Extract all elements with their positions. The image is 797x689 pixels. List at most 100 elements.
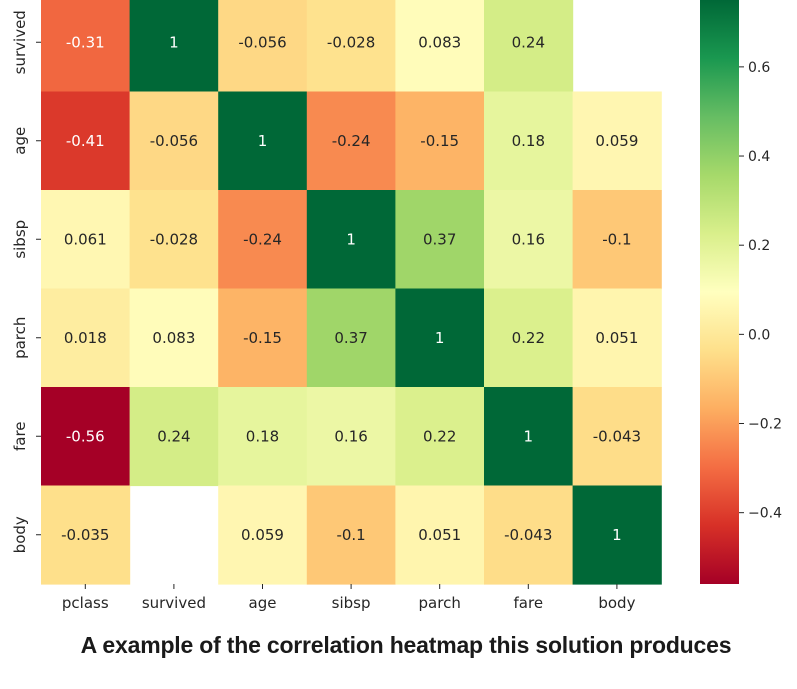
heatmap-cell (306, 0, 396, 93)
heatmap-cell (129, 387, 219, 487)
colorbar-tick-label: 0.4 (748, 149, 770, 165)
cell-value-label: -0.24 (332, 132, 371, 150)
heatmap-cell (572, 190, 662, 290)
heatmap-cell (129, 288, 219, 388)
heatmap-cell (41, 387, 131, 487)
y-axis: survived age sibsp parch fare body (11, 10, 41, 553)
heatmap-cell (218, 0, 308, 93)
cell-value-label: 1 (612, 526, 622, 544)
heatmap-cell (395, 190, 485, 290)
heatmap-cell (484, 91, 574, 191)
heatmap-cell (218, 190, 308, 290)
y-tick-label: parch (11, 317, 29, 359)
heatmap-cell (395, 387, 485, 487)
cell-value-label: 1 (169, 33, 179, 51)
cell-value-label: 1 (346, 230, 356, 248)
heatmap-cell (218, 91, 308, 191)
cell-value-label: -0.056 (238, 33, 286, 51)
heatmap-cell (41, 288, 131, 388)
cell-value-label: 0.083 (152, 329, 195, 347)
heatmap-cell (484, 190, 574, 290)
cell-value-label: 0.16 (512, 230, 545, 248)
heatmap-cell (572, 91, 662, 191)
cell-value-label: 0.051 (595, 329, 638, 347)
heatmap-cell (395, 485, 485, 585)
heatmap-cell (41, 91, 131, 191)
y-tick-label: sibsp (11, 220, 29, 259)
cell-value-label: -0.15 (420, 132, 459, 150)
heatmap-cell (218, 387, 308, 487)
cell-value-label: 0.22 (423, 427, 456, 445)
heatmap-cell (218, 485, 308, 585)
colorbar: 0.6 0.4 0.2 0.0 −0.2 −0.4 (700, 0, 782, 584)
cell-value-label: 0.24 (157, 427, 190, 445)
heatmap-cell (129, 91, 219, 191)
x-tick-label: body (598, 594, 635, 612)
heatmap-cell (41, 190, 131, 290)
colorbar-tick-label: −0.2 (748, 417, 782, 433)
cell-value-label: 0.059 (241, 526, 284, 544)
colorbar-gradient (700, 0, 739, 584)
cell-value-label: 0.16 (334, 427, 367, 445)
cell-value-label: -0.056 (150, 132, 198, 150)
heatmap-cell (129, 0, 219, 93)
colorbar-tick-label: 0.2 (748, 238, 770, 254)
heatmap-cell (484, 387, 574, 487)
y-tick-label: body (11, 516, 29, 553)
colorbar-tick-label: −0.4 (748, 506, 782, 522)
colorbar-tick-label: 0.6 (748, 60, 770, 76)
cell-value-label: 0.22 (512, 329, 545, 347)
x-axis: pclass survived age sibsp parch fare body (62, 584, 636, 612)
cell-value-label: 0.18 (246, 427, 279, 445)
heatmap-cell (306, 387, 396, 487)
y-tick-label: survived (11, 10, 29, 74)
cell-value-label: 1 (524, 427, 534, 445)
cell-value-label: -0.1 (336, 526, 365, 544)
cell-value-label: -0.31 (66, 33, 105, 51)
heatmap-cell (484, 0, 574, 93)
y-tick-label: fare (11, 421, 29, 451)
heatmap-cell (218, 288, 308, 388)
cell-value-label: 0.37 (334, 329, 367, 347)
cell-value-label: -0.035 (61, 526, 109, 544)
cell-value-label: -0.028 (150, 230, 198, 248)
heatmap-cell (484, 288, 574, 388)
heatmap-cell (41, 485, 131, 585)
heatmap-cell (129, 190, 219, 290)
colorbar-tick-label: 0.0 (748, 327, 770, 343)
cell-value-label: 1 (258, 132, 268, 150)
heatmap-cell (572, 288, 662, 388)
heatmap-cell (41, 0, 131, 93)
heatmap-cell (306, 485, 396, 585)
heatmap-cell (395, 288, 485, 388)
cell-value-label: 0.37 (423, 230, 456, 248)
x-tick-label: parch (419, 594, 461, 612)
cell-value-label: -0.56 (66, 427, 105, 445)
cell-value-label: -0.24 (243, 230, 282, 248)
cell-value-label: 0.018 (64, 329, 107, 347)
x-tick-label: sibsp (332, 594, 371, 612)
cell-value-label: 0.059 (595, 132, 638, 150)
x-tick-label: fare (514, 594, 544, 612)
heatmap-cell (484, 485, 574, 585)
heatmap-cell (572, 485, 662, 585)
heatmap-cell (395, 91, 485, 191)
heatmap-cell (395, 0, 485, 93)
heatmap-cell (306, 190, 396, 290)
cell-value-label: 0.051 (418, 526, 461, 544)
cell-value-label: 0.18 (512, 132, 545, 150)
correlation-heatmap: -0.31 1 -0.056 -0.028 0.083 0.24 -0.41 -0.056 1 -… (11, 0, 782, 612)
heatmap-cell (572, 387, 662, 487)
cell-value-label: 0.24 (512, 33, 545, 51)
x-tick-label: pclass (62, 594, 109, 612)
cell-value-label: -0.043 (593, 427, 641, 445)
heatmap-cell (306, 91, 396, 191)
cell-value-label: -0.028 (327, 33, 375, 51)
cell-value-label: -0.043 (504, 526, 552, 544)
y-tick-label: age (11, 127, 29, 155)
cell-value-label: 1 (435, 329, 445, 347)
x-tick-label: survived (142, 594, 206, 612)
x-tick-label: age (249, 594, 277, 612)
cell-value-label: 0.061 (64, 230, 107, 248)
cell-value-label: -0.41 (66, 132, 105, 150)
